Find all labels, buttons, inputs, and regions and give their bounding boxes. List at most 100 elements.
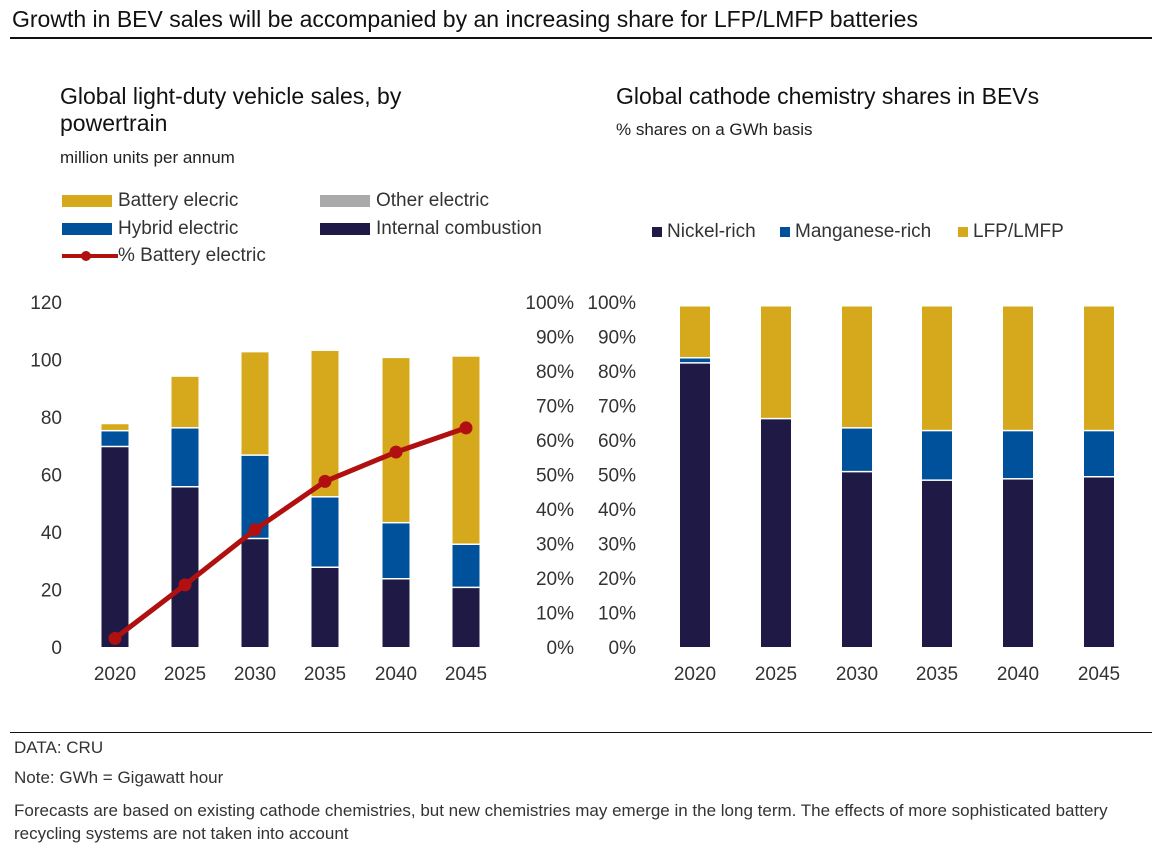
right-y-tick: 20% <box>598 569 636 590</box>
bar-lfp-lmfp <box>680 306 710 357</box>
figure-title: Growth in BEV sales will be accompanied … <box>12 6 918 32</box>
bar-battery-elecric <box>171 376 199 428</box>
bar-lfp-lmfp <box>922 306 952 430</box>
bar-internal-combustion <box>382 579 410 647</box>
bev-share-point <box>318 474 332 488</box>
bar-nickel-rich <box>1003 479 1033 647</box>
bar-nickel-rich <box>922 480 952 647</box>
left-y-tick: 20 <box>41 581 62 602</box>
left-y2-tick: 80% <box>536 362 574 383</box>
bar-hybrid-electric <box>382 523 410 578</box>
bar-internal-combustion <box>171 487 199 647</box>
left-x-tick: 2040 <box>375 664 417 685</box>
bar-hybrid-electric <box>311 497 339 567</box>
bev-share-point <box>108 631 122 645</box>
legend-hybrid: Hybrid electric <box>62 218 238 240</box>
bar-hybrid-electric <box>171 428 199 486</box>
legend-bev: Battery elecric <box>62 190 238 212</box>
charts-svg: 0204060801001200%10%20%30%40%50%60%70%80… <box>30 293 1120 685</box>
bar-nickel-rich <box>761 419 791 647</box>
bar-internal-combustion <box>311 568 339 647</box>
bar-lfp-lmfp <box>1003 306 1033 430</box>
left-y2-tick: 0% <box>547 638 575 659</box>
left-y2-tick: 40% <box>536 500 574 521</box>
legend-ice: Internal combustion <box>320 218 542 240</box>
left-y-tick: 60 <box>41 466 62 487</box>
bar-hybrid-electric <box>452 545 480 587</box>
footer-divider <box>10 732 1152 733</box>
right-x-tick: 2025 <box>755 664 797 685</box>
left-y-tick: 0 <box>51 638 62 659</box>
bev-share-point <box>459 421 473 435</box>
right-y-tick: 50% <box>598 466 636 487</box>
right-y-tick: 90% <box>598 328 636 349</box>
bev-share-point <box>389 445 403 459</box>
bev-share-line <box>113 425 467 641</box>
bar-battery-elecric <box>101 424 129 430</box>
left-x-tick: 2020 <box>94 664 136 685</box>
right-chart-subtitle: % shares on a GWh basis <box>616 120 813 139</box>
left-x-tick: 2035 <box>304 664 346 685</box>
left-y2-tick: 90% <box>536 328 574 349</box>
left-y-tick: 100 <box>30 351 62 372</box>
left-y-tick: 40 <box>41 523 62 544</box>
bev-share-point <box>248 523 262 537</box>
right-y-tick: 40% <box>598 500 636 521</box>
bar-manganese-rich <box>1003 431 1033 479</box>
bar-hybrid-electric <box>101 431 129 446</box>
bar-internal-combustion <box>452 588 480 647</box>
left-chart-title: Global light-duty vehicle sales, by powe… <box>60 83 402 136</box>
bar-battery-elecric <box>452 356 480 544</box>
disclaimer: Forecasts are based on existing cathode … <box>14 801 1108 843</box>
left-y2-tick: 20% <box>536 569 574 590</box>
legend-bev-share: % Battery electric <box>62 245 266 267</box>
bar-lfp-lmfp <box>842 306 872 428</box>
left-y-tick: 80 <box>41 408 62 429</box>
left-y2-tick: 60% <box>536 431 574 452</box>
legend-nickel: Nickel-rich <box>652 221 756 243</box>
bar-nickel-rich <box>680 363 710 647</box>
left-x-tick: 2030 <box>234 664 276 685</box>
bar-manganese-rich <box>1084 431 1114 476</box>
right-y-tick: 0% <box>609 638 637 659</box>
note: Note: GWh = Gigawatt hour <box>14 768 224 787</box>
right-x-tick: 2030 <box>836 664 878 685</box>
bar-internal-combustion <box>241 539 269 647</box>
right-y-tick: 30% <box>598 535 636 556</box>
bar-lfp-lmfp <box>1084 306 1114 430</box>
legend-manganese: Manganese-rich <box>780 221 931 243</box>
right-x-tick: 2040 <box>997 664 1039 685</box>
left-y2-tick: 100% <box>525 293 574 314</box>
bar-nickel-rich <box>1084 477 1114 647</box>
right-y-tick: 10% <box>598 604 636 625</box>
left-y2-tick: 50% <box>536 466 574 487</box>
bar-nickel-rich <box>842 472 872 647</box>
left-y2-tick: 30% <box>536 535 574 556</box>
title-divider <box>10 37 1152 39</box>
source: DATA: CRU <box>14 738 104 757</box>
legend-lfp: LFP/LMFP <box>958 221 1064 243</box>
left-y2-tick: 10% <box>536 604 574 625</box>
right-x-tick: 2045 <box>1078 664 1120 685</box>
right-y-tick: 60% <box>598 431 636 452</box>
left-x-tick: 2025 <box>164 664 206 685</box>
bar-manganese-rich <box>680 358 710 363</box>
bar-manganese-rich <box>922 431 952 480</box>
left-y2-tick: 70% <box>536 397 574 418</box>
left-y-tick: 120 <box>30 293 62 314</box>
bar-internal-combustion <box>101 447 129 647</box>
bar-battery-elecric <box>241 352 269 455</box>
bev-share-point <box>178 578 192 592</box>
legend-other: Other electric <box>320 190 489 212</box>
right-chart-title: Global cathode chemistry shares in BEVs <box>616 83 1040 109</box>
left-x-tick: 2045 <box>445 664 487 685</box>
right-x-tick: 2020 <box>674 664 716 685</box>
bar-lfp-lmfp <box>761 306 791 418</box>
right-x-tick: 2035 <box>916 664 958 685</box>
right-y-tick: 100% <box>587 293 636 314</box>
bar-manganese-rich <box>842 428 872 471</box>
bar-battery-elecric <box>382 358 410 522</box>
right-y-tick: 80% <box>598 362 636 383</box>
bar-battery-elecric <box>311 350 339 497</box>
